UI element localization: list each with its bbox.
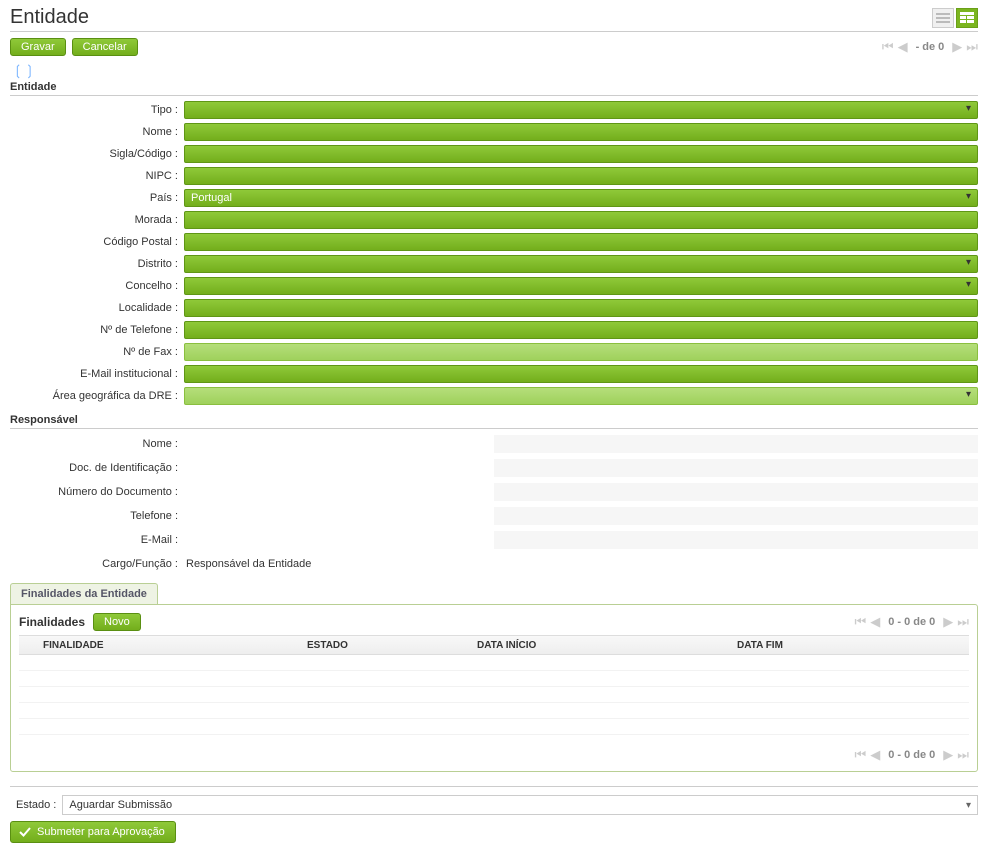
morada-label: Morada : [10, 214, 184, 226]
nome-input[interactable] [184, 123, 978, 141]
fpager-first-icon[interactable]: ⏮ [855, 614, 867, 630]
localidade-label: Localidade : [10, 302, 184, 314]
finalidades-table-body [19, 655, 969, 743]
concelho-select[interactable] [184, 277, 978, 295]
telefone-label: Nº de Telefone : [10, 324, 184, 336]
novo-button[interactable]: Novo [93, 613, 141, 631]
finalidades-title: Finalidades [19, 615, 85, 629]
telefone-input[interactable] [184, 321, 978, 339]
table-row [19, 703, 969, 719]
table-row [19, 671, 969, 687]
table-row [19, 719, 969, 735]
localidade-input[interactable] [184, 299, 978, 317]
finalidades-table-header: FINALIDADE ESTADO DATA INÍCIO DATA FIM [19, 635, 969, 655]
col-data-inicio: DATA INÍCIO [469, 640, 729, 651]
col-data-fim: DATA FIM [729, 640, 969, 651]
tab-finalidades[interactable]: Finalidades da Entidade [10, 583, 158, 604]
top-pager: ⏮ ◀ - de 0 ▶ ⏭ [882, 39, 978, 55]
fax-input[interactable] [184, 343, 978, 361]
tipo-select[interactable] [184, 101, 978, 119]
submit-approval-label: Submeter para Aprovação [37, 826, 165, 838]
pais-select[interactable]: Portugal [184, 189, 978, 207]
pager-prev-icon[interactable]: ◀ [898, 39, 908, 55]
resp-telefone-input[interactable] [494, 507, 978, 525]
resp-cargo-value: Responsável da Entidade [184, 558, 311, 570]
estado-select[interactable]: Aguardar Submissão [62, 795, 978, 815]
resp-telefone-label: Telefone : [10, 510, 184, 522]
nome-label: Nome : [10, 126, 184, 138]
submit-approval-button[interactable]: Submeter para Aprovação [10, 821, 176, 843]
table-row [19, 687, 969, 703]
resp-nome-input[interactable] [494, 435, 978, 453]
distrito-select[interactable] [184, 255, 978, 273]
finalidades-pager-bottom: ⏮ ◀ 0 - 0 de 0 ▶ ⏭ [855, 747, 969, 763]
distrito-label: Distrito : [10, 258, 184, 270]
resp-nome-label: Nome : [10, 438, 184, 450]
concelho-label: Concelho : [10, 280, 184, 292]
resp-email-input[interactable] [494, 531, 978, 549]
col-estado: ESTADO [299, 640, 469, 651]
pais-label: País : [10, 192, 184, 204]
table-row [19, 655, 969, 671]
pager-next-icon[interactable]: ▶ [952, 39, 962, 55]
fpager2-last-icon[interactable]: ⏭ [957, 747, 969, 763]
section-title-responsavel: Responsável [10, 414, 978, 429]
fpager-text: 0 - 0 de 0 [888, 616, 935, 628]
check-icon [19, 826, 31, 838]
fpager-prev-icon[interactable]: ◀ [870, 614, 880, 630]
section-title-entidade: Entidade [10, 81, 978, 96]
record-marker-icon: ❲❳ [12, 62, 978, 79]
fpager-next-icon[interactable]: ▶ [943, 614, 953, 630]
dre-label: Área geográfica da DRE : [10, 390, 184, 402]
cancel-button[interactable]: Cancelar [72, 38, 138, 56]
email-input[interactable] [184, 365, 978, 383]
fpager2-next-icon[interactable]: ▶ [943, 747, 953, 763]
fpager2-first-icon[interactable]: ⏮ [855, 747, 867, 763]
fpager2-prev-icon[interactable]: ◀ [870, 747, 880, 763]
resp-numdoc-input[interactable] [494, 483, 978, 501]
resp-numdoc-label: Número do Documento : [10, 486, 184, 498]
pager-last-icon[interactable]: ⏭ [966, 39, 978, 55]
email-label: E-Mail institucional : [10, 368, 184, 380]
page-title: Entidade [10, 6, 89, 29]
view-toggle-group [932, 8, 978, 28]
resp-doc-input[interactable] [494, 459, 978, 477]
cp-label: Código Postal : [10, 236, 184, 248]
sigla-label: Sigla/Código : [10, 148, 184, 160]
pager-text: - de 0 [916, 41, 945, 53]
fpager-last-icon[interactable]: ⏭ [957, 614, 969, 630]
estado-label: Estado : [16, 799, 56, 811]
nipc-input[interactable] [184, 167, 978, 185]
resp-doc-label: Doc. de Identificação : [10, 462, 184, 474]
fpager2-text: 0 - 0 de 0 [888, 749, 935, 761]
sigla-input[interactable] [184, 145, 978, 163]
pager-first-icon[interactable]: ⏮ [882, 39, 894, 55]
save-button[interactable]: Gravar [10, 38, 66, 56]
view-form-icon[interactable] [956, 8, 978, 28]
resp-email-label: E-Mail : [10, 534, 184, 546]
col-finalidade: FINALIDADE [19, 640, 299, 651]
cp-input[interactable] [184, 233, 978, 251]
dre-select[interactable] [184, 387, 978, 405]
nipc-label: NIPC : [10, 170, 184, 182]
finalidades-panel: Finalidades Novo ⏮ ◀ 0 - 0 de 0 ▶ ⏭ FINA… [10, 604, 978, 772]
fax-label: Nº de Fax : [10, 346, 184, 358]
view-list-icon[interactable] [932, 8, 954, 28]
tipo-label: Tipo : [10, 104, 184, 116]
resp-cargo-label: Cargo/Função : [10, 558, 184, 570]
finalidades-pager-top: ⏮ ◀ 0 - 0 de 0 ▶ ⏭ [855, 614, 969, 630]
morada-input[interactable] [184, 211, 978, 229]
